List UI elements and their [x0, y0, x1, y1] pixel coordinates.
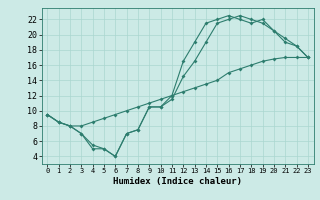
X-axis label: Humidex (Indice chaleur): Humidex (Indice chaleur)	[113, 177, 242, 186]
